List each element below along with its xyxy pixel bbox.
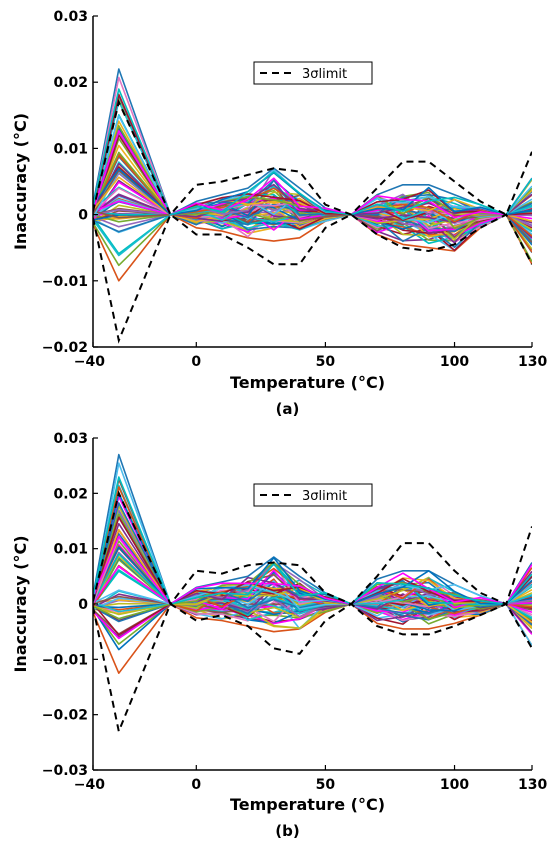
legend-label: 3σlimit xyxy=(302,489,347,504)
data-series-line xyxy=(93,476,532,605)
series-group xyxy=(93,453,532,735)
x-tick-label: 130 xyxy=(518,354,547,370)
data-series-line xyxy=(93,115,532,216)
x-tick-label: 0 xyxy=(191,354,201,370)
legend-label: 3σlimit xyxy=(302,67,347,82)
data-series-line xyxy=(93,88,532,216)
data-series-line xyxy=(93,168,532,216)
data-series-line xyxy=(93,462,532,605)
legend-box xyxy=(253,483,373,507)
x-tick-label: 50 xyxy=(316,354,336,370)
y-tick-label: −0.01 xyxy=(42,274,88,290)
y-tick-label: −0.01 xyxy=(42,652,88,668)
data-series-line xyxy=(93,505,532,605)
y-tick-label: 0.02 xyxy=(53,486,88,502)
y-tick-label: 0.01 xyxy=(53,141,88,157)
legend-box xyxy=(253,61,373,85)
y-tick-label: 0.01 xyxy=(53,542,88,558)
x-axis-label: Temperature (°C) xyxy=(230,373,385,392)
x-tick-label: −40 xyxy=(74,354,105,370)
3sigma-limit-lower-line xyxy=(93,602,532,735)
y-axis-label: Inaccuracy (°C) xyxy=(11,535,30,672)
series-group xyxy=(93,68,532,344)
x-tick-label: 50 xyxy=(316,777,336,793)
3sigma-limit-upper-line xyxy=(93,99,532,217)
x-tick-label: 0 xyxy=(191,777,201,793)
data-series-line xyxy=(93,130,532,219)
y-tick-label: −0.02 xyxy=(42,340,88,356)
y-tick-label: 0 xyxy=(78,208,88,224)
y-axis-label: Inaccuracy (°C) xyxy=(11,113,30,250)
y-tick-label: −0.03 xyxy=(42,763,88,779)
x-tick-label: 130 xyxy=(518,777,547,793)
y-tick-label: −0.02 xyxy=(42,708,88,724)
chart-panel-b: −0.03 −0.02 −0.01 0 0.01 0.02 0.03 −40 0 50 100 130… xyxy=(11,431,547,840)
3sigma-limit-lower-line xyxy=(93,213,532,344)
x-tick-label: 100 xyxy=(440,777,469,793)
panel-caption: (a) xyxy=(276,400,300,418)
x-tick-label: 100 xyxy=(440,354,469,370)
3sigma-limit-upper-line xyxy=(93,490,532,606)
chart-panel-a: −0.02 −0.01 0 0.01 0.02 0.03 −40 0 50 100 130 Tempe… xyxy=(11,9,547,418)
y-tick-label: 0 xyxy=(78,597,88,613)
y-tick-label: 0.03 xyxy=(53,9,88,25)
data-series-line xyxy=(93,93,532,216)
x-axis-label: Temperature (°C) xyxy=(230,795,385,814)
data-series-line xyxy=(93,535,532,605)
y-tick-label: 0.02 xyxy=(53,75,88,91)
x-tick-label: −40 xyxy=(74,777,105,793)
panel-caption: (b) xyxy=(275,822,299,840)
y-tick-label: 0.03 xyxy=(53,431,88,447)
